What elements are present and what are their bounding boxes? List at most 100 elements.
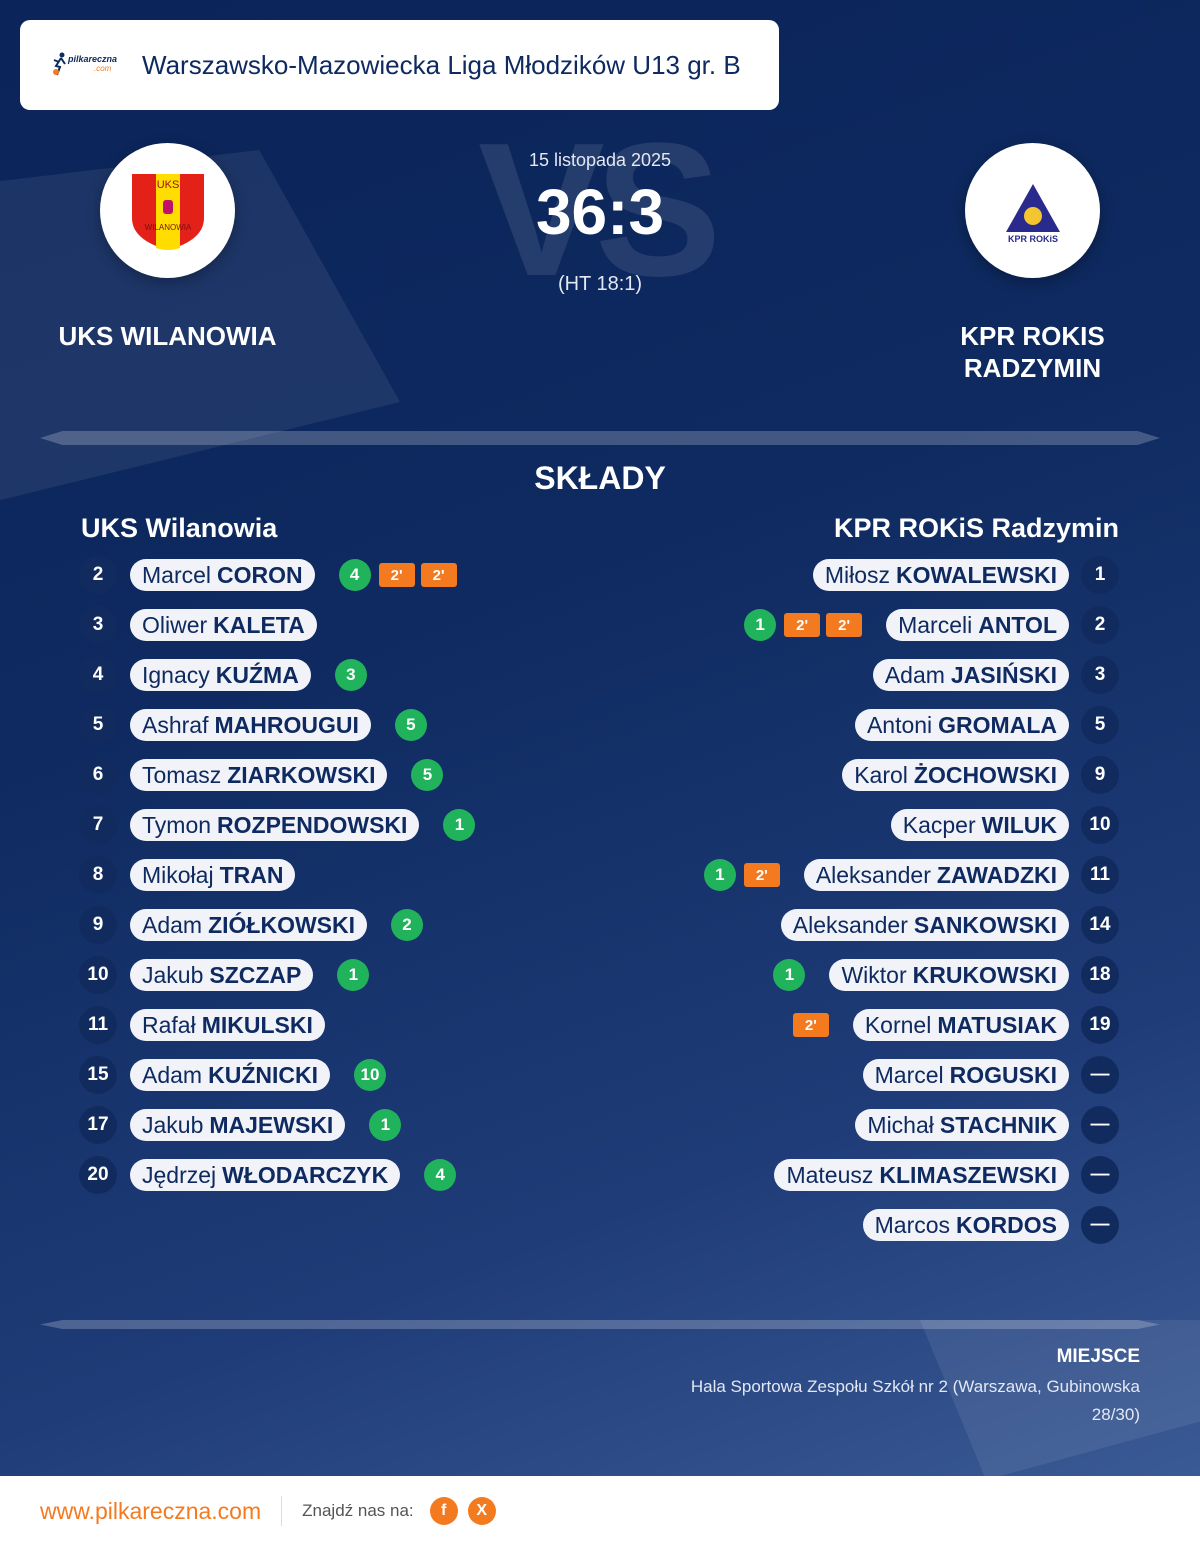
player-row[interactable]: Adam JASIŃSKI 3 <box>872 655 1119 695</box>
player-last-name: KALETA <box>213 611 305 638</box>
player-name[interactable]: Marcel CORON <box>130 559 315 591</box>
player-row[interactable]: 1 2' 2' Marceli ANTOL 2 <box>744 605 1119 645</box>
player-row[interactable]: 11 Rafał MIKULSKI <box>79 1005 325 1045</box>
player-row[interactable]: 5 Ashraf MAHROUGUI 5 <box>79 705 427 745</box>
facebook-icon[interactable]: f <box>429 1497 458 1525</box>
player-last-name: JASIŃSKI <box>950 661 1057 688</box>
player-row[interactable]: 4 Ignacy KUŹMA 3 <box>79 655 367 695</box>
away-team-name[interactable]: KPR ROKIS RADZYMIN <box>960 321 1105 383</box>
player-last-name: WŁODARCZYK <box>222 1161 389 1188</box>
player-row[interactable]: 17 Jakub MAJEWSKI 1 <box>79 1105 402 1145</box>
player-name[interactable]: Kornel MATUSIAK <box>852 1009 1069 1041</box>
player-last-name: MAHROUGUI <box>214 711 359 738</box>
player-name[interactable]: Jakub MAJEWSKI <box>130 1109 346 1141</box>
player-number: 11 <box>79 1006 117 1044</box>
player-last-name: GROMALA <box>938 711 1057 738</box>
player-name[interactable]: Tymon ROZPENDOWSKI <box>130 809 420 841</box>
player-first-name: Mateusz <box>786 1161 874 1188</box>
player-name[interactable]: Marcos KORDOS <box>862 1209 1069 1241</box>
player-row[interactable]: 1 Wiktor KRUKOWSKI 18 <box>773 955 1119 995</box>
player-row[interactable]: 20 Jędrzej WŁODARCZYK 4 <box>79 1155 457 1195</box>
player-row[interactable]: 1 2' Aleksander ZAWADZKI 11 <box>703 855 1119 895</box>
player-first-name: Mikołaj <box>142 861 214 888</box>
suspension-badge: 2' <box>784 613 821 637</box>
player-first-name: Kacper <box>902 811 976 838</box>
player-name[interactable]: Mateusz KLIMASZEWSKI <box>774 1159 1069 1191</box>
x-icon[interactable]: X <box>467 1497 496 1525</box>
player-row[interactable]: 7 Tymon ROZPENDOWSKI 1 <box>79 805 476 845</box>
player-row[interactable]: Mateusz KLIMASZEWSKI — <box>774 1155 1119 1195</box>
player-name[interactable]: Ignacy KUŹMA <box>130 659 311 691</box>
player-name[interactable]: Tomasz ZIARKOWSKI <box>130 759 388 791</box>
player-row[interactable]: Kacper WILUK 10 <box>890 805 1119 845</box>
player-name[interactable]: Antoni GROMALA <box>854 709 1069 741</box>
pilkareczna-logo[interactable]: pilkareczna .com <box>50 50 122 80</box>
player-name[interactable]: Rafał MIKULSKI <box>130 1009 325 1041</box>
player-last-name: MIKULSKI <box>201 1011 313 1038</box>
player-name[interactable]: Aleksander ZAWADZKI <box>803 859 1069 891</box>
goals-badge: 10 <box>353 1059 386 1091</box>
player-name[interactable]: Marcel ROGUSKI <box>862 1059 1069 1091</box>
player-row[interactable]: 9 Adam ZIÓŁKOWSKI 2 <box>79 905 424 945</box>
suspension-badge: 2' <box>743 863 780 887</box>
player-number: 2 <box>1081 606 1119 644</box>
player-last-name: CORON <box>217 561 303 588</box>
player-first-name: Adam <box>142 911 203 938</box>
goals-badge: 4 <box>424 1159 457 1191</box>
player-number: 10 <box>1081 806 1119 844</box>
player-name[interactable]: Miłosz KOWALEWSKI <box>812 559 1069 591</box>
home-team-crest: UKS WILANOWIA <box>100 143 235 278</box>
player-name[interactable]: Adam ZIÓŁKOWSKI <box>130 909 368 941</box>
player-first-name: Jędrzej <box>142 1161 217 1188</box>
player-number: 3 <box>79 606 117 644</box>
player-first-name: Marcel <box>874 1061 944 1088</box>
player-row[interactable]: Miłosz KOWALEWSKI 1 <box>812 555 1119 595</box>
player-name[interactable]: Jędrzej WŁODARCZYK <box>130 1159 401 1191</box>
player-row[interactable]: 3 Oliwer KALETA <box>79 605 317 645</box>
player-number: 9 <box>1081 756 1119 794</box>
player-name[interactable]: Wiktor KRUKOWSKI <box>829 959 1069 991</box>
player-number: — <box>1081 1106 1119 1144</box>
player-name[interactable]: Oliwer KALETA <box>130 609 317 641</box>
player-number: — <box>1081 1156 1119 1194</box>
player-row[interactable]: 15 Adam KUŹNICKI 10 <box>79 1055 386 1095</box>
halftime-score: (HT 18:1) <box>557 273 643 295</box>
player-first-name: Tymon <box>142 811 212 838</box>
player-number: 10 <box>79 956 117 994</box>
player-row[interactable]: 2 Marcel CORON 4 2' 2' <box>79 555 457 595</box>
player-name[interactable]: Kacper WILUK <box>890 809 1069 841</box>
player-last-name: KUŹMA <box>215 661 299 688</box>
player-last-name: KUŹNICKI <box>208 1061 318 1088</box>
player-name[interactable]: Jakub SZCZAP <box>130 959 314 991</box>
player-row[interactable]: 2' Kornel MATUSIAK 19 <box>792 1005 1119 1045</box>
player-name[interactable]: Mikołaj TRAN <box>130 859 296 891</box>
home-team-name[interactable]: UKS WILANOWIA <box>58 321 277 351</box>
divider <box>40 431 1160 445</box>
site-link[interactable]: www.pilkareczna.com <box>40 1497 262 1524</box>
player-number: 20 <box>79 1156 117 1194</box>
player-row[interactable]: Antoni GROMALA 5 <box>854 705 1119 745</box>
player-row[interactable]: 8 Mikołaj TRAN <box>79 855 296 895</box>
player-row[interactable]: Marcos KORDOS — <box>862 1205 1119 1245</box>
player-last-name: MATUSIAK <box>937 1011 1057 1038</box>
player-last-name: KOWALEWSKI <box>896 561 1057 588</box>
player-row[interactable]: Aleksander SANKOWSKI 14 <box>780 905 1119 945</box>
player-name[interactable]: Michał STACHNIK <box>855 1109 1069 1141</box>
player-row[interactable]: Karol ŻOCHOWSKI 9 <box>842 755 1119 795</box>
player-row[interactable]: Marcel ROGUSKI — <box>862 1055 1119 1095</box>
player-row[interactable]: 10 Jakub SZCZAP 1 <box>79 955 370 995</box>
goals-badge: 4 <box>338 559 371 591</box>
match-date: 15 listopada 2025 <box>528 150 672 170</box>
player-name[interactable]: Aleksander SANKOWSKI <box>780 909 1069 941</box>
player-name[interactable]: Adam JASIŃSKI <box>872 659 1069 691</box>
player-number: 18 <box>1081 956 1119 994</box>
player-last-name: KLIMASZEWSKI <box>879 1161 1057 1188</box>
goals-badge: 3 <box>334 659 367 691</box>
player-name[interactable]: Ashraf MAHROUGUI <box>130 709 371 741</box>
player-row[interactable]: Michał STACHNIK — <box>855 1105 1119 1145</box>
player-name[interactable]: Marceli ANTOL <box>886 609 1069 641</box>
player-last-name: SZCZAP <box>209 961 302 988</box>
player-name[interactable]: Adam KUŹNICKI <box>130 1059 330 1091</box>
player-row[interactable]: 6 Tomasz ZIARKOWSKI 5 <box>79 755 444 795</box>
player-name[interactable]: Karol ŻOCHOWSKI <box>842 759 1069 791</box>
